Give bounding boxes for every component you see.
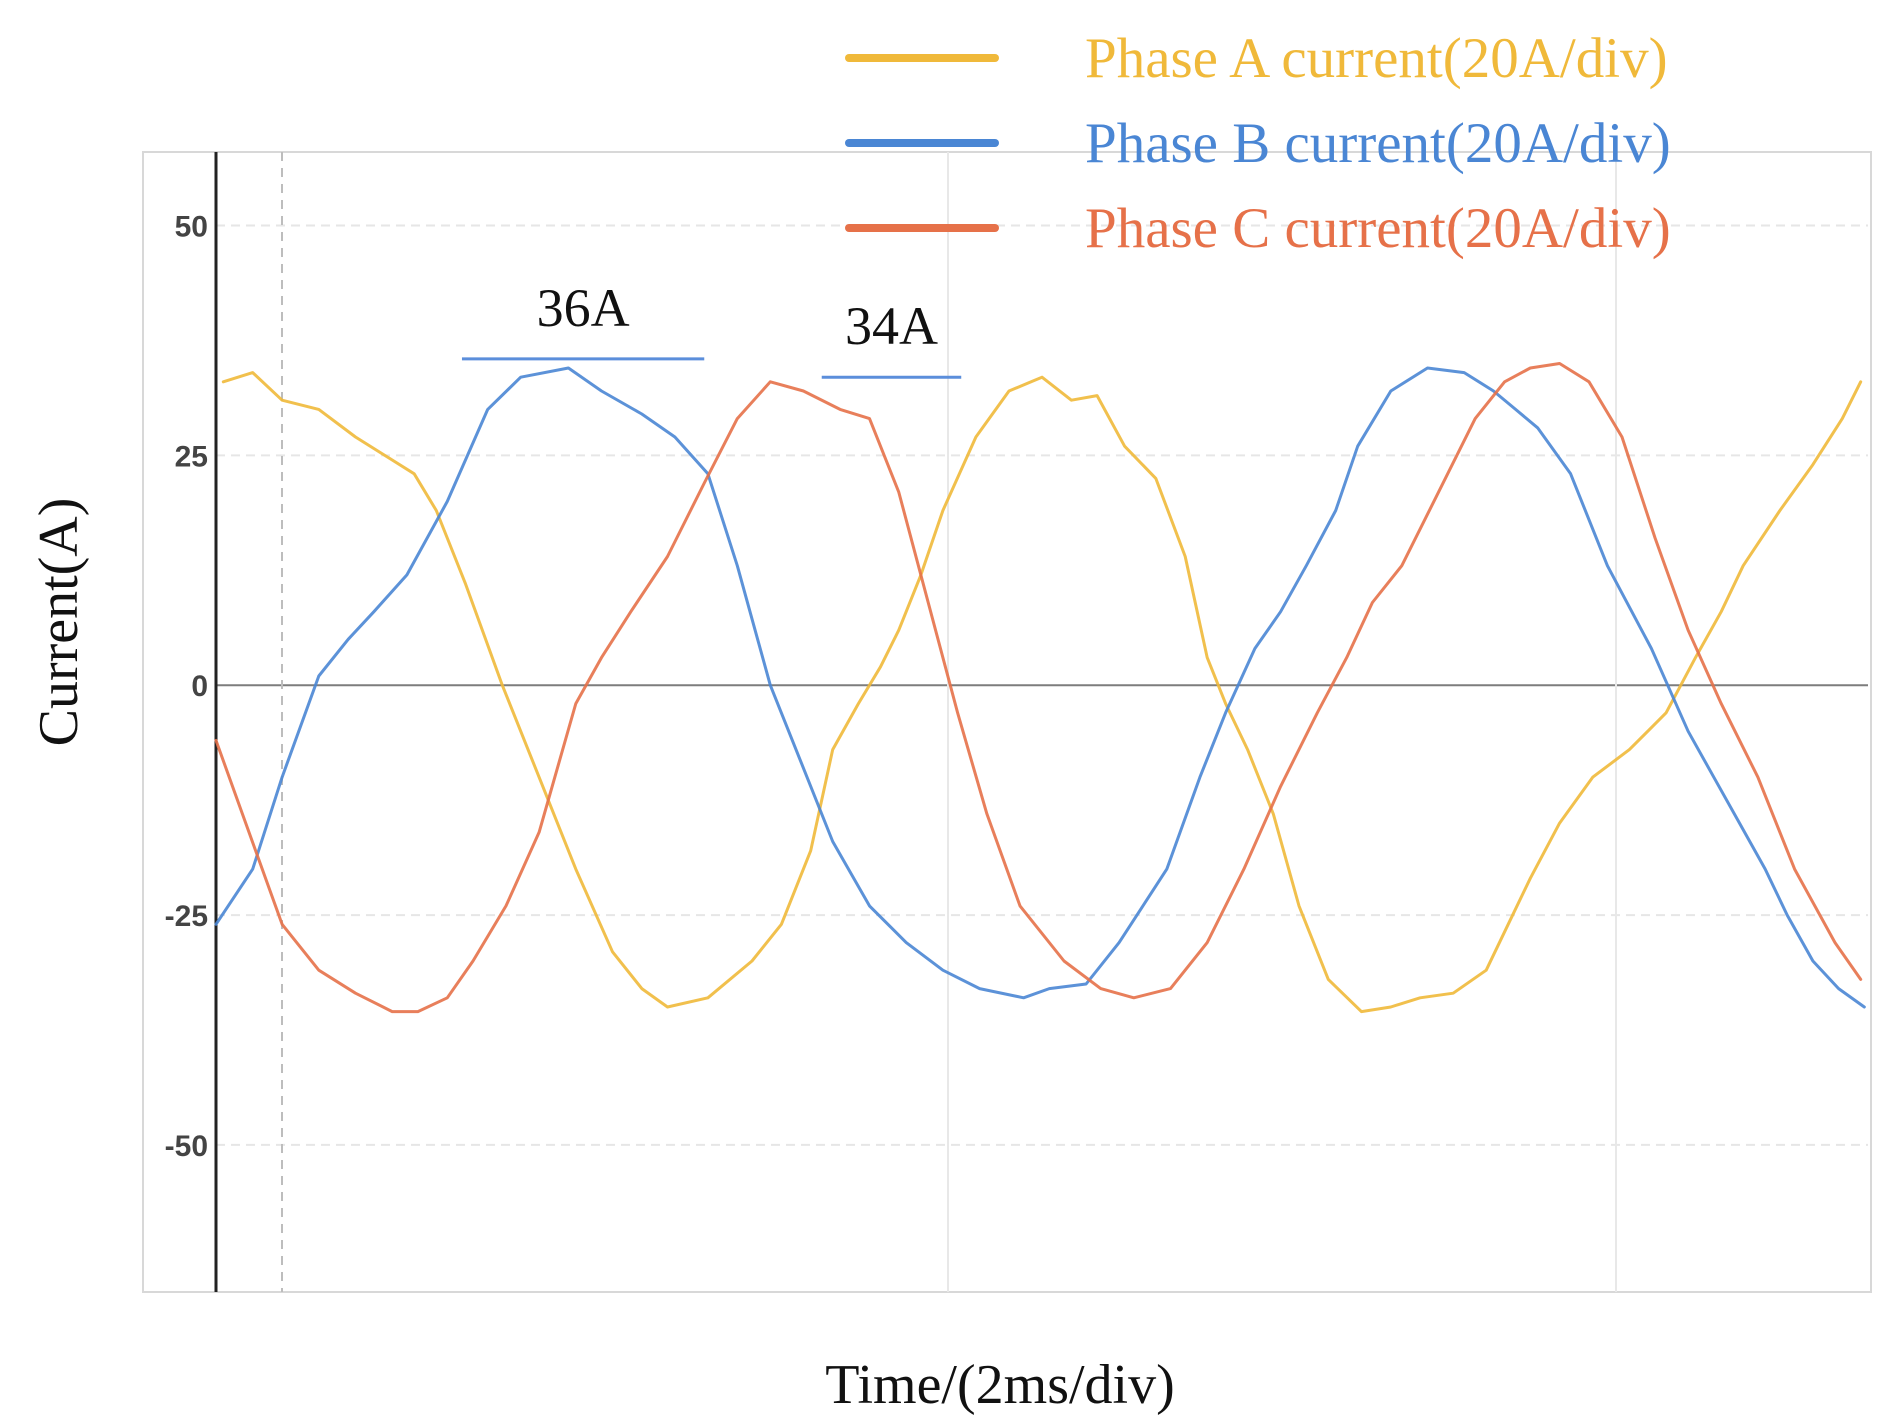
y-tick-label: 25 <box>175 440 208 473</box>
legend-label: Phase B current(20A/div) <box>1085 112 1671 175</box>
y-tick-label: -25 <box>165 900 208 933</box>
y-axis-label: Current(A) <box>28 498 90 747</box>
legend-label: Phase C current(20A/div) <box>1085 197 1671 260</box>
legend: Phase A current(20A/div) Phase B current(… <box>845 27 1671 260</box>
peak-annotations: 36A 34A <box>461 278 962 379</box>
peak-annotation-label: 36A <box>537 278 630 338</box>
peak-annotation-label: 34A <box>845 296 938 356</box>
x-axis-label: Time/(2ms/div) <box>825 1354 1175 1416</box>
series-line-c <box>214 362 1863 1014</box>
series-line-b <box>214 366 1866 1009</box>
series-line-a <box>221 371 1863 1014</box>
y-tick-label: -50 <box>165 1130 208 1163</box>
legend-label: Phase A current(20A/div) <box>1085 27 1668 90</box>
series-lines <box>214 362 1866 1014</box>
y-tick-label: 50 <box>175 211 208 244</box>
y-tick-labels: 50 25 0 -25 -50 <box>165 211 208 1163</box>
y-tick-label: 0 <box>191 670 208 703</box>
plot-frame <box>142 151 1872 1293</box>
grid-lines <box>216 152 1868 1292</box>
